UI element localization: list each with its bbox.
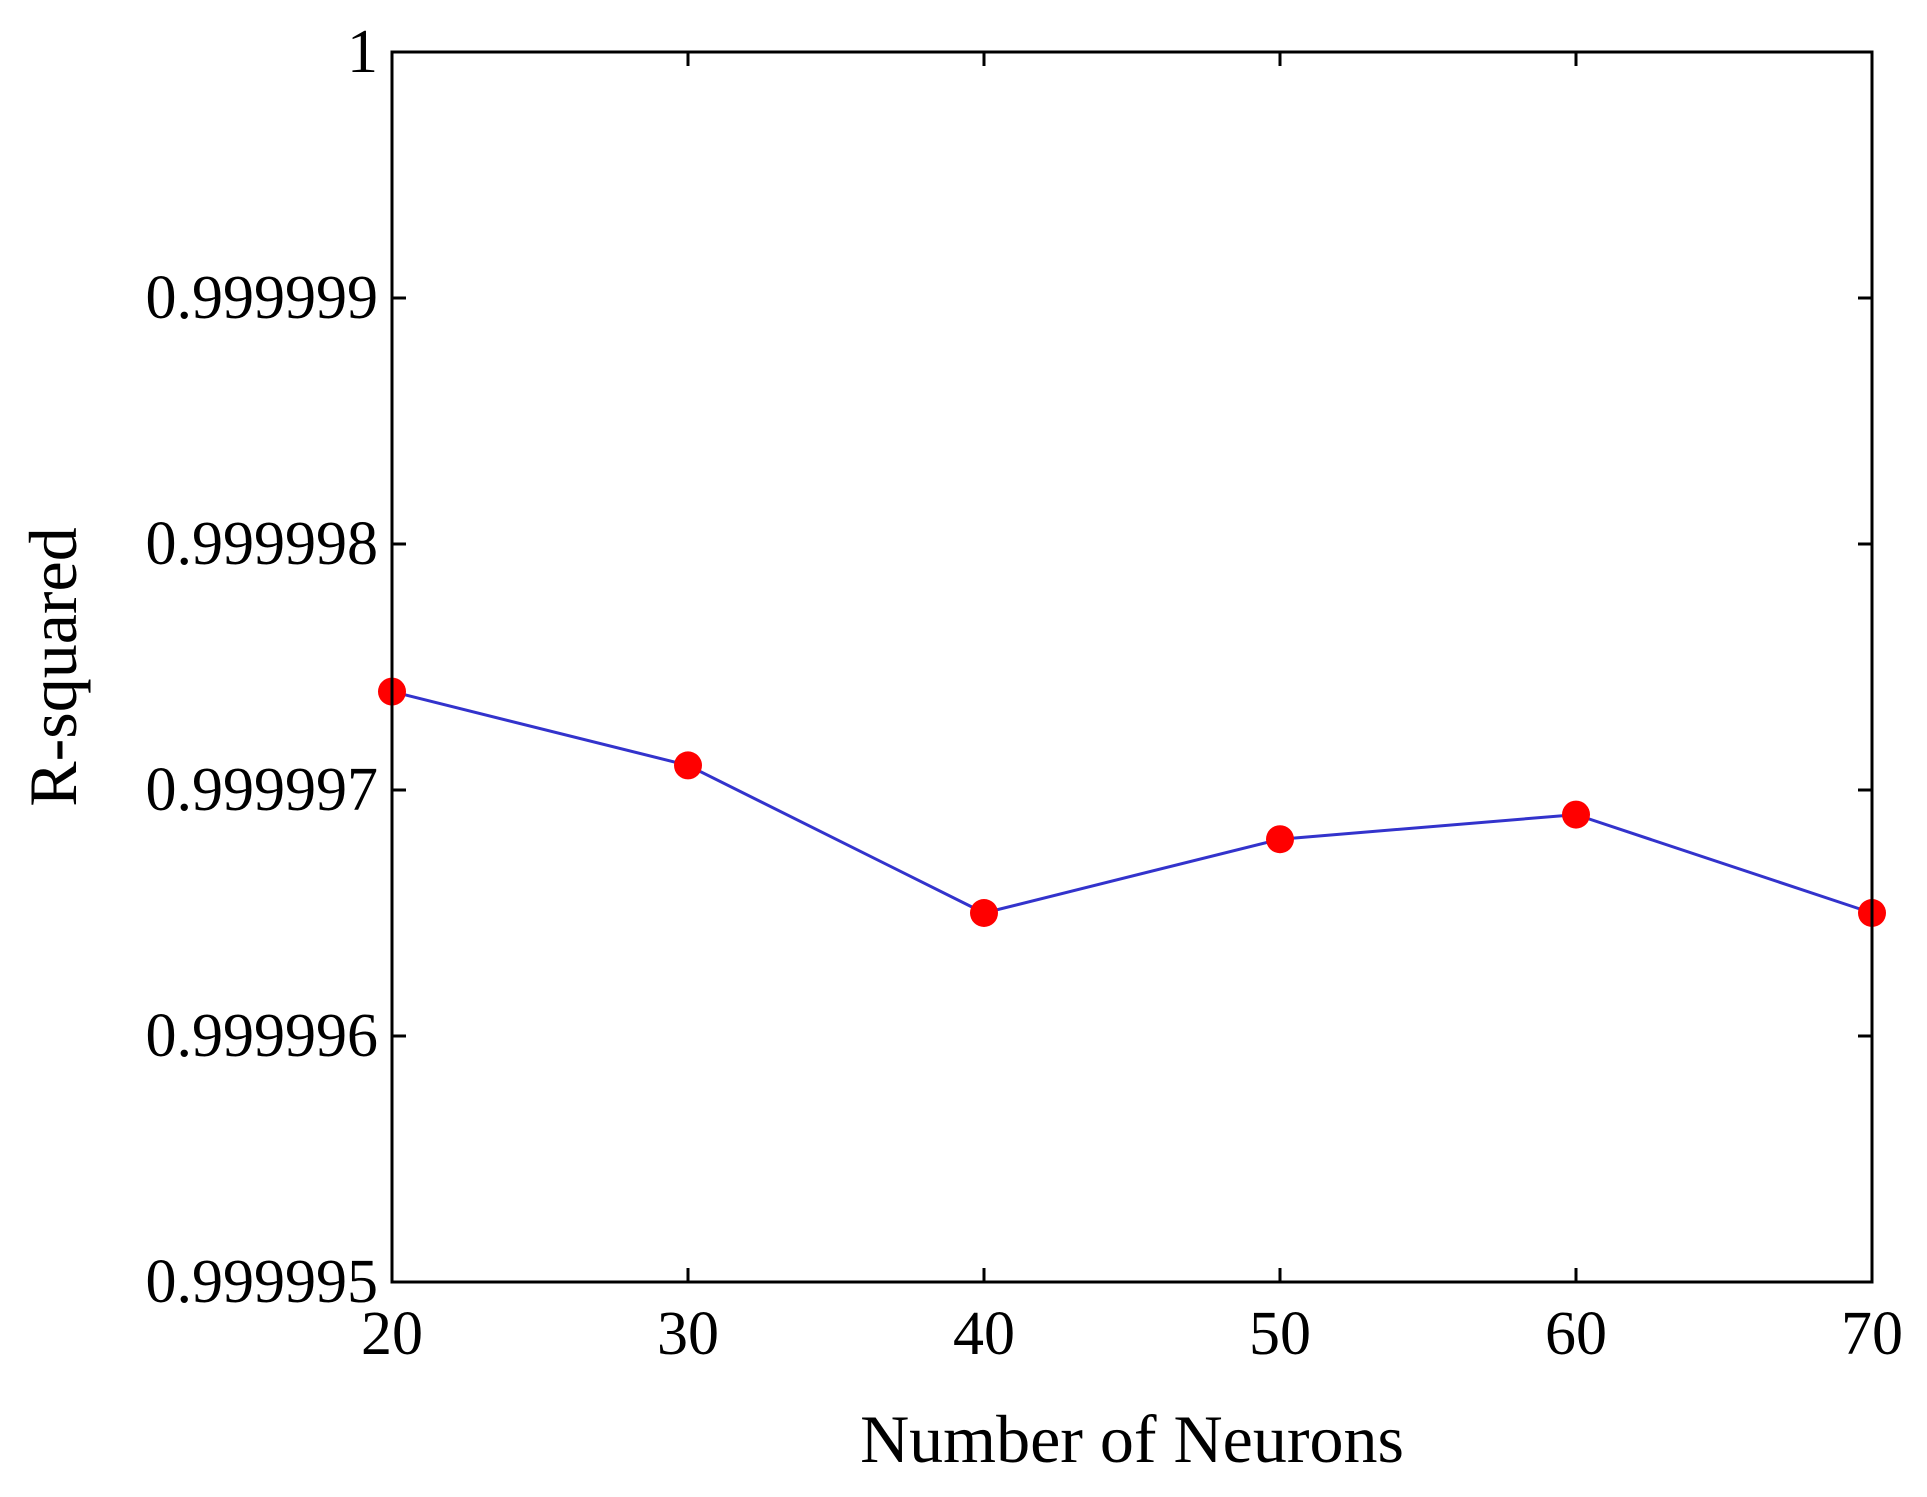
x-tick-label: 50	[1249, 1300, 1311, 1368]
y-tick-label: 0.999997	[146, 756, 379, 824]
y-tick-label: 0.999996	[146, 1002, 379, 1070]
plot-frame	[390, 50, 1874, 1284]
data-point	[674, 751, 702, 780]
x-tick-label: 70	[1841, 1300, 1903, 1368]
x-tick-label: 60	[1545, 1300, 1607, 1368]
series-line	[391, 690, 1873, 915]
y-tick-label: 1	[347, 18, 378, 86]
data-point	[970, 899, 998, 927]
y-tick-label: 0.999998	[146, 510, 379, 578]
data-point	[1562, 800, 1590, 829]
x-tick-label: 30	[657, 1300, 719, 1368]
x-axis-label: Number of Neurons	[860, 1401, 1404, 1477]
y-tick-label: 0.999999	[146, 264, 379, 332]
data-point	[1266, 825, 1294, 854]
axis-ticks	[390, 50, 1874, 1284]
y-axis-label: R-squared	[15, 527, 91, 806]
x-tick-label: 40	[953, 1300, 1015, 1368]
y-tick-label: 0.999995	[146, 1248, 379, 1316]
x-tick-label: 20	[361, 1300, 423, 1368]
tick-labels: 20 30 40 50 60 70 0.999995 0.999996 0.999997 0.99…	[146, 18, 1904, 1368]
series	[378, 677, 1886, 927]
